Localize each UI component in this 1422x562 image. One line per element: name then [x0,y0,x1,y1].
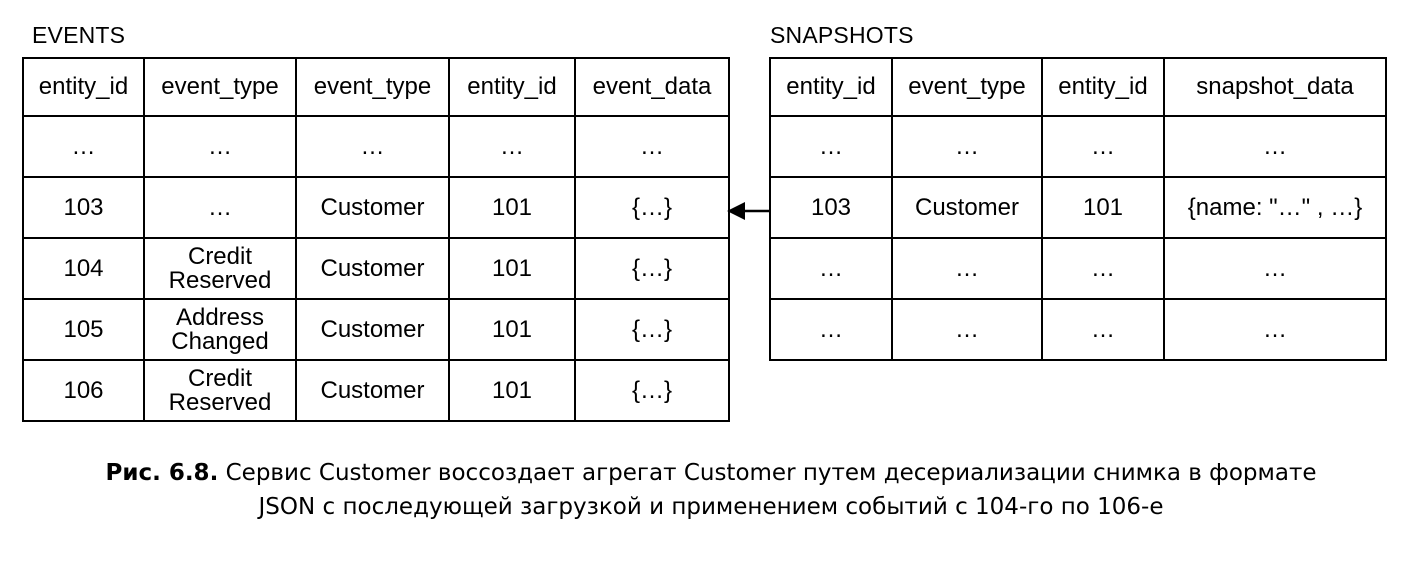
table-row: 104 Credit Reserved Customer 101 {…} [22,237,730,300]
table-cell: … [769,115,893,178]
table-cell: … [295,115,450,178]
column-header: event_type [891,57,1043,117]
table-cell: Customer [295,359,450,422]
events-table: entity_id event_type event_type entity_i… [22,57,730,422]
table-cell: Customer [295,237,450,300]
table-row: 105 Address Changed Customer 101 {…} [22,298,730,361]
table-cell: … [891,237,1043,300]
column-header: entity_id [448,57,576,117]
table-cell: … [1163,115,1387,178]
events-table-title: EVENTS [32,22,126,48]
table-row: 103 Customer 101 {name: "…" , …} [769,176,1387,239]
table-cell: … [891,115,1043,178]
column-header: entity_id [1041,57,1165,117]
arrow-left-icon [727,202,770,220]
column-header: event_type [143,57,297,117]
table-cell: … [1041,237,1165,300]
table-cell: {name: "…" , …} [1163,176,1387,239]
table-cell: Customer [891,176,1043,239]
caption-line-2: JSON с последующей загрузкой и применени… [258,494,1164,520]
column-header: event_type [295,57,450,117]
table-cell: … [448,115,576,178]
table-cell: 101 [1041,176,1165,239]
table-cell: … [143,115,297,178]
table-cell: Address Changed [143,298,297,361]
table-cell: 101 [448,176,576,239]
table-cell: Customer [295,176,450,239]
snapshots-table-title: SNAPSHOTS [770,22,914,48]
figure-caption: Рис. 6.8. Сервис Customer воссоздает агр… [0,456,1422,524]
table-cell: … [1041,115,1165,178]
table-cell: Customer [295,298,450,361]
table-cell: … [143,176,297,239]
events-header-row: entity_id event_type event_type entity_i… [22,57,730,117]
table-cell: {…} [574,176,730,239]
table-cell: … [1041,298,1165,361]
table-cell: … [769,237,893,300]
table-cell: 103 [769,176,893,239]
table-row: … … … … … [22,115,730,178]
table-row: … … … … [769,115,1387,178]
table-cell: 105 [22,298,145,361]
snapshots-table: entity_id event_type entity_id snapshot_… [769,57,1387,361]
table-row: 106 Credit Reserved Customer 101 {…} [22,359,730,422]
column-header: entity_id [769,57,893,117]
table-cell: … [769,298,893,361]
table-row: … … … … [769,298,1387,361]
table-cell: Credit Reserved [143,359,297,422]
table-cell: … [891,298,1043,361]
table-cell: 101 [448,237,576,300]
table-cell: … [22,115,145,178]
table-cell: 103 [22,176,145,239]
column-header: event_data [574,57,730,117]
table-cell: … [1163,298,1387,361]
column-header: snapshot_data [1163,57,1387,117]
table-row: … … … … [769,237,1387,300]
table-cell: 101 [448,359,576,422]
table-cell: … [1163,237,1387,300]
table-cell: {…} [574,359,730,422]
table-cell: {…} [574,298,730,361]
snapshots-header-row: entity_id event_type entity_id snapshot_… [769,57,1387,117]
table-cell: Credit Reserved [143,237,297,300]
column-header: entity_id [22,57,145,117]
table-cell: {…} [574,237,730,300]
caption-text: Сервис Customer воссоздает агрегат Custo… [225,460,1317,486]
caption-line-1: Рис. 6.8. Сервис Customer воссоздает агр… [0,456,1422,490]
table-cell: … [574,115,730,178]
table-cell: 106 [22,359,145,422]
figure-label: Рис. 6.8. [105,460,219,486]
table-row: 103 … Customer 101 {…} [22,176,730,239]
table-cell: 104 [22,237,145,300]
table-cell: 101 [448,298,576,361]
